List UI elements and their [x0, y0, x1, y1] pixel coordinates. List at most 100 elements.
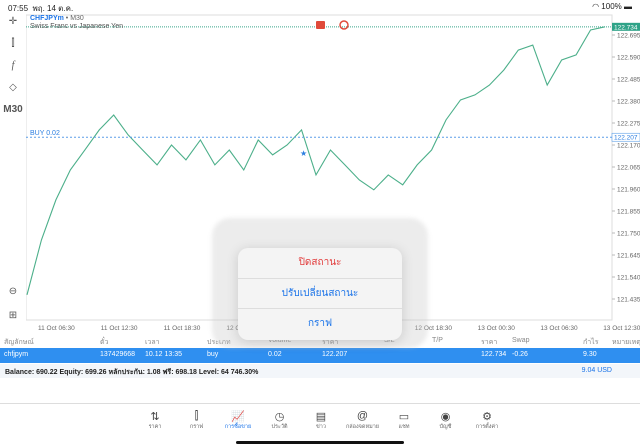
crosshair-icon[interactable]: ✛: [8, 16, 18, 27]
settings-icon: ⚙: [482, 411, 492, 423]
column-header: ราคา: [322, 339, 339, 346]
nav-item[interactable]: ◷ ประวัติ: [260, 410, 300, 431]
table-cell: 10.12 13:35: [145, 351, 182, 358]
column-header: S/L: [384, 337, 395, 344]
nav-item[interactable]: ▭ แชท: [384, 410, 424, 431]
buy-price-tag: [611, 132, 640, 142]
nav-label: การตั้งค่า: [475, 424, 499, 430]
y-tick-label: 121.435: [617, 297, 640, 304]
status-bar: 07:55 พฤ. 14 ต.ค. ◠ 100% ▬: [0, 0, 640, 13]
nav-item[interactable]: ⚙ การตั้งค่า: [467, 410, 507, 431]
price-line: [26, 26, 606, 295]
buy-position-label: BUY 0.02: [30, 130, 60, 137]
column-header: T/P: [432, 337, 443, 344]
chart-menu-item[interactable]: กราฟ: [307, 318, 333, 330]
table-row[interactable]: chfjpym 137429668 10.12 13:35 buy 0.02 122.20…: [0, 348, 640, 363]
shapes-icon[interactable]: ◇: [9, 82, 17, 93]
y-tick-label: 122.590: [617, 55, 640, 62]
one-click-icon[interactable]: [339, 20, 349, 30]
nav-item[interactable]: ◉ บัญชี: [426, 410, 466, 431]
column-header: ประเภท: [207, 339, 231, 346]
nav-item[interactable]: ⇅ ราคา: [135, 410, 175, 431]
chart-icon: ⫿: [194, 410, 199, 422]
y-tick-label: 121.540: [617, 275, 640, 282]
table-header: สัญลักษณ์ ตั๋ว เวลา ประเภท Volume ราคา S/L T/P ร…: [0, 334, 640, 348]
close-position-menu-item[interactable]: ปิดสถานะ: [238, 248, 402, 279]
status-date: พฤ. 14 ต.ค.: [32, 4, 74, 13]
function-icon[interactable]: f: [11, 60, 15, 71]
nav-label: บัญชี: [439, 424, 452, 430]
y-tick-label: 122.065: [617, 165, 640, 172]
nav-label: ราคา: [148, 424, 162, 430]
status-time: 07:55: [8, 4, 29, 13]
balance-bar: Balance: 690.22 Equity: 699.26 หลักประกั…: [0, 364, 640, 378]
nav-label: กล่องจดหมาย: [345, 424, 380, 430]
history-icon: ◷: [274, 411, 285, 423]
buy-price-label: 122.207: [614, 135, 638, 142]
table-cell: 137429668: [100, 351, 136, 358]
x-tick-label: 11 Oct 18:30: [164, 325, 201, 332]
column-header: สัญลักษณ์: [4, 339, 34, 346]
trade-icon: 📈: [231, 411, 245, 423]
position-context-menu: ปิดสถานะ ปรับเปลี่ยนสถานะ กราฟ: [238, 248, 402, 340]
battery-icon: ▬: [624, 2, 632, 11]
table-cell: chfjpym: [4, 351, 29, 358]
y-tick-label: 122.275: [617, 121, 640, 128]
y-tick-label: 122.170: [617, 143, 640, 150]
nav-label: การซื้อขาย: [224, 424, 252, 430]
current-price-label: 122.734: [614, 24, 638, 31]
total-profit: 9.04 USD: [581, 367, 612, 374]
mailbox-icon: @: [356, 410, 369, 422]
timeframe-button[interactable]: M30: [3, 104, 23, 115]
table-cell: 9.30: [583, 351, 597, 358]
y-tick-label: 121.960: [617, 187, 640, 194]
nav-label: กราฟ: [189, 424, 204, 430]
x-tick-label: 13 Oct 06:30: [540, 325, 578, 332]
column-header: หมายเหตุ: [612, 339, 640, 346]
x-tick-label: 13 Oct 00:30: [478, 325, 516, 332]
add-icon[interactable]: ⊞: [8, 310, 18, 321]
nav-item[interactable]: ▤ ข่าว: [301, 410, 341, 431]
entry-marker: ★: [300, 149, 307, 158]
table-cell: -0.26: [512, 351, 528, 358]
chat-icon: ▭: [398, 411, 410, 423]
table-cell: 0.02: [268, 351, 282, 358]
column-header: ตั๋ว: [100, 339, 109, 346]
bottom-nav: ⇅ ราคา ⫿ กราฟ 📈 การซื้อขาย ◷ ประวัติ ▤ ข่าว @ กล่อง…: [0, 403, 640, 447]
quotes-icon: ⇅: [150, 411, 160, 423]
y-tick-label: 121.750: [617, 231, 640, 238]
y-tick-label: 122.485: [617, 77, 640, 84]
nav-label: ข่าว: [316, 424, 326, 430]
battery-text: 100%: [601, 2, 622, 11]
nav-item[interactable]: @ กล่องจดหมาย: [343, 410, 383, 431]
x-tick-label: 11 Oct 12:30: [101, 325, 138, 332]
sell-button-icon[interactable]: [316, 21, 325, 29]
chart-symbol: CHFJPYm • M30: [30, 15, 84, 22]
table-cell: buy: [207, 351, 219, 358]
candlestick-icon[interactable]: ⫿: [11, 38, 15, 49]
nav-label: ประวัติ: [271, 424, 288, 430]
balance-text: Balance: 690.22 Equity: 699.26 หลักประกั…: [5, 369, 259, 376]
account-icon: ◉: [440, 411, 451, 423]
home-indicator: [236, 441, 404, 444]
news-icon: ▤: [315, 411, 327, 423]
y-tick-label: 122.380: [617, 99, 640, 106]
y-tick-label: 122.695: [617, 33, 640, 40]
zoom-icon[interactable]: ⊖: [8, 286, 18, 297]
column-header: Volume: [268, 337, 292, 344]
table-cell: 122.207: [322, 351, 348, 358]
wifi-icon: ◠: [592, 2, 600, 11]
current-price-tag: [612, 22, 640, 31]
y-tick-label: 121.855: [617, 209, 640, 216]
table-cell: 122.734: [481, 351, 507, 358]
modify-position-menu-item[interactable]: ปรับเปลี่ยนสถานะ: [238, 279, 402, 310]
x-tick-label: 12 Oct 18:30: [415, 325, 453, 332]
nav-item[interactable]: 📈 การซื้อขาย: [218, 410, 258, 431]
column-header: Swap: [512, 337, 530, 344]
nav-label: แชท: [398, 424, 410, 430]
y-tick-label: 121.645: [617, 253, 640, 260]
chart-toolbar: ✛ ⫿ f ◇ M30 ⊖ ⊞: [0, 14, 26, 334]
nav-item[interactable]: ⫿ กราฟ: [177, 410, 217, 431]
x-tick-label: 13 Oct 12:30: [603, 325, 640, 332]
column-header: ราคา: [481, 339, 498, 346]
